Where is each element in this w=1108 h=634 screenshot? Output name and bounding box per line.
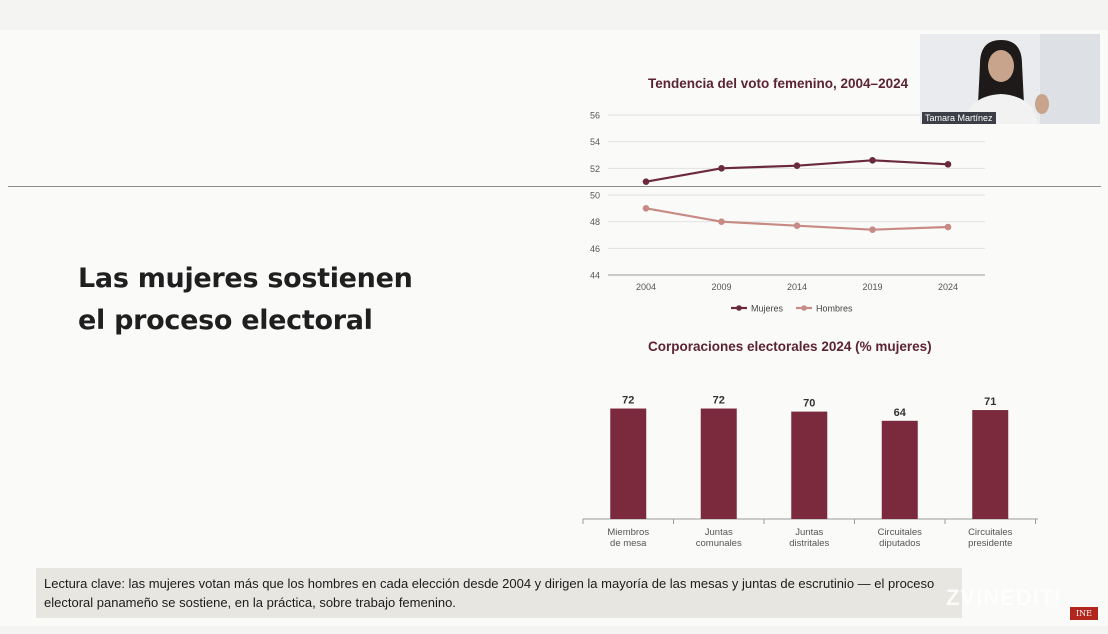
y-tick-label: 46 [590, 244, 600, 254]
data-point [869, 157, 876, 164]
y-tick-label: 50 [590, 191, 600, 201]
data-point [944, 223, 952, 231]
y-tick-label: 48 [590, 217, 600, 227]
bar [700, 408, 737, 519]
x-tick-label: 2009 [711, 282, 731, 292]
bar-chart-title: Corporaciones electorales 2024 (% mujere… [648, 339, 932, 354]
data-point [869, 226, 876, 233]
x-tick-label: 2024 [938, 282, 958, 292]
bar-category-label: distritales [789, 538, 829, 549]
presenter-video [920, 34, 1100, 124]
bar [791, 411, 828, 519]
bar [972, 410, 1009, 519]
bar-value-label: 71 [984, 396, 996, 408]
data-point [642, 205, 650, 212]
bar-value-label: 64 [894, 407, 907, 419]
bar [881, 420, 918, 519]
bar-category-label: Juntas [795, 527, 823, 538]
data-point [944, 161, 952, 168]
legend-swatch-marker [801, 305, 807, 311]
presenter-name-tag: Tamara Martínez [922, 112, 996, 124]
data-point [718, 218, 725, 225]
bar-category-label: diputados [879, 538, 920, 549]
y-tick-label: 52 [590, 164, 600, 174]
line-chart-title: Tendencia del voto femenino, 2004–2024 [648, 76, 909, 91]
bar-category-label: Miembros [607, 527, 649, 538]
bar-category-label: de mesa [610, 538, 647, 549]
bar [610, 408, 647, 519]
broadcast-watermark: ZVINEDITI [946, 585, 1062, 610]
bar-value-label: 72 [622, 395, 634, 407]
x-tick-label: 2019 [862, 282, 882, 292]
y-tick-label: 54 [590, 137, 600, 147]
slide-divider [8, 186, 1101, 187]
legend-label: Hombres [816, 304, 853, 314]
line-chart: 56 54 52 50 48 46 44 2004 2009 2014 2019 2024 Mujere… [590, 111, 985, 314]
y-tick-label: 56 [590, 111, 600, 121]
bar-category-label: presidente [968, 538, 1012, 549]
x-tick-label: 2014 [787, 282, 807, 292]
slide-headline: Las mujeres sostienen el proceso elector… [78, 258, 498, 342]
bar-value-label: 72 [713, 395, 725, 407]
corner-logo: INE [1070, 607, 1098, 620]
data-point [793, 222, 801, 229]
bar-value-label: 70 [803, 398, 815, 410]
data-point [718, 165, 725, 172]
headline-line-1: Las mujeres sostienen [78, 263, 413, 294]
webcam-overlay[interactable]: Tamara Martínez [920, 34, 1100, 124]
y-tick-label: 44 [590, 271, 600, 281]
data-point [642, 178, 650, 185]
data-point [793, 162, 801, 169]
bar-category-label: Circuitales [968, 527, 1013, 538]
bar-category-label: Juntas [705, 527, 733, 538]
caption-text: Lectura clave: las mujeres votan más que… [44, 576, 935, 610]
bar-category-label: Circuitales [878, 527, 923, 538]
bar-category-label: comunales [696, 538, 742, 549]
legend-label: Mujeres [751, 304, 784, 314]
x-tick-label: 2004 [636, 282, 656, 292]
headline-line-2: el proceso electoral [78, 305, 373, 336]
legend-swatch-marker [736, 305, 742, 311]
caption-box: Lectura clave: las mujeres votan más que… [36, 568, 962, 618]
presentation-slide [0, 30, 1108, 626]
